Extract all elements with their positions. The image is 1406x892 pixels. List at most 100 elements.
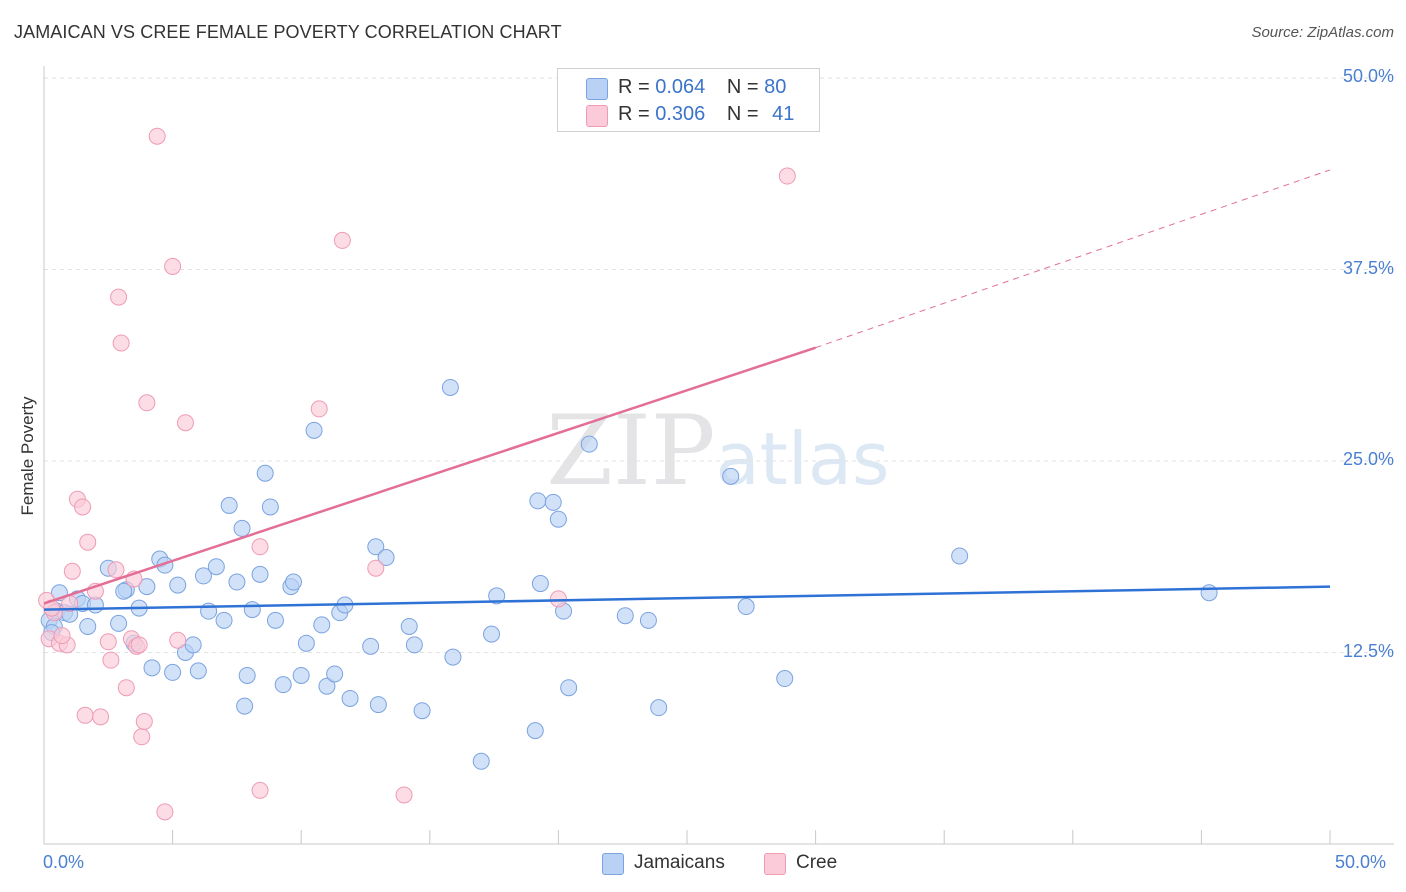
- legend-swatch-jamaicans: [586, 78, 608, 100]
- legend-r-value-jamaicans: 0.064: [655, 76, 706, 98]
- point-cree: [169, 631, 187, 649]
- point-jamaicans: [261, 498, 279, 516]
- point-jamaicans: [297, 634, 315, 652]
- point-jamaicans: [228, 573, 246, 591]
- point-cree: [79, 533, 97, 551]
- point-jamaicans: [115, 582, 133, 600]
- bottom-legend-label-jamaicans: Jamaicans: [634, 852, 725, 873]
- legend-n-value-jamaicans: 80: [764, 76, 787, 98]
- point-jamaicans: [1200, 584, 1218, 602]
- bottom-legend-cree: Cree: [764, 852, 838, 875]
- legend-row-cree: R = 0.306 N = 41: [586, 103, 795, 127]
- bottom-legend-jamaicans: Jamaicans: [602, 852, 725, 875]
- point-jamaicans: [549, 510, 567, 528]
- point-jamaicans: [184, 636, 202, 654]
- point-jamaicans: [233, 519, 251, 537]
- x-tick-label-min: 0.0%: [43, 852, 85, 872]
- point-jamaicans: [313, 616, 331, 634]
- point-jamaicans: [284, 573, 302, 591]
- legend-r-label: R =: [618, 103, 650, 125]
- point-jamaicans: [110, 614, 128, 632]
- point-cree: [251, 781, 269, 799]
- point-cree: [549, 590, 567, 608]
- point-jamaicans: [405, 636, 423, 654]
- point-jamaicans: [207, 558, 225, 576]
- point-cree: [130, 636, 148, 654]
- point-cree: [63, 562, 81, 580]
- bottom-legend-swatch-cree: [764, 853, 786, 875]
- point-cree: [164, 257, 182, 275]
- legend-r-label: R =: [618, 76, 650, 98]
- point-cree: [367, 559, 385, 577]
- point-jamaicans: [138, 578, 156, 596]
- y-tick-label: 12.5%: [1342, 640, 1394, 661]
- point-jamaicans: [776, 670, 794, 688]
- point-cree: [395, 786, 413, 804]
- point-jamaicans: [215, 611, 233, 629]
- correlation-legend: R = 0.064 N = 80 R = 0.306 N = 41: [557, 68, 820, 132]
- point-jamaicans: [243, 601, 261, 619]
- legend-swatch-cree: [586, 105, 608, 127]
- trendline-cree: [43, 346, 816, 605]
- y-tick-label: 50.0%: [1342, 66, 1394, 86]
- point-jamaicans: [318, 677, 336, 695]
- legend-n-value-cree: 41: [772, 103, 795, 125]
- point-jamaicans: [189, 662, 207, 680]
- point-jamaicans: [369, 696, 387, 714]
- point-cree: [53, 627, 71, 645]
- point-jamaicans: [529, 492, 547, 510]
- legend-n-label: N =: [726, 103, 759, 125]
- source-label: Source: ZipAtlas.com: [1251, 24, 1394, 41]
- point-jamaicans: [377, 549, 395, 567]
- point-cree: [74, 498, 92, 516]
- chart-title: JAMAICAN VS CREE FEMALE POVERTY CORRELAT…: [14, 22, 562, 42]
- legend-row-jamaicans: R = 0.064 N = 80: [586, 76, 787, 100]
- point-jamaicans: [526, 722, 544, 740]
- point-jamaicans: [444, 648, 462, 666]
- point-cree: [92, 708, 110, 726]
- point-cree: [310, 400, 328, 418]
- bottom-legend-swatch-jamaicans: [602, 853, 624, 875]
- point-cree: [156, 803, 174, 821]
- point-jamaicans: [238, 666, 256, 684]
- point-jamaicans: [580, 435, 598, 453]
- point-jamaicans: [236, 697, 254, 715]
- point-jamaicans: [650, 699, 668, 717]
- point-cree: [107, 561, 125, 579]
- point-jamaicans: [737, 598, 755, 616]
- point-cree: [76, 706, 94, 724]
- point-cree: [148, 127, 166, 145]
- point-jamaicans: [472, 752, 490, 770]
- point-jamaicans: [367, 538, 385, 556]
- point-cree: [333, 231, 351, 249]
- point-jamaicans: [488, 587, 506, 605]
- y-tick-label: 37.5%: [1342, 257, 1394, 278]
- point-jamaicans: [483, 625, 501, 643]
- point-jamaicans: [220, 496, 238, 514]
- point-jamaicans: [169, 576, 187, 594]
- point-jamaicans: [560, 679, 578, 697]
- point-jamaicans: [194, 567, 212, 585]
- legend-r-value-cree: 0.306: [655, 103, 706, 125]
- point-jamaicans: [441, 378, 459, 396]
- watermark: ZIPatlas: [546, 395, 889, 507]
- point-jamaicans: [305, 421, 323, 439]
- point-cree: [102, 651, 120, 669]
- point-jamaicans: [326, 665, 344, 683]
- trendline-jamaicans: [43, 585, 1331, 611]
- trendline-cree-extension: [815, 169, 1331, 349]
- legend-n-label: N =: [726, 76, 759, 98]
- point-jamaicans: [362, 637, 380, 655]
- point-cree: [112, 334, 130, 352]
- point-jamaicans: [616, 607, 634, 625]
- point-jamaicans: [79, 617, 97, 635]
- point-jamaicans: [951, 547, 969, 565]
- point-cree: [135, 712, 153, 730]
- point-jamaicans: [413, 702, 431, 720]
- point-jamaicans: [341, 689, 359, 707]
- point-cree: [778, 167, 796, 185]
- point-jamaicans: [143, 659, 161, 677]
- point-jamaicans: [266, 611, 284, 629]
- bottom-legend-label-cree: Cree: [796, 852, 838, 873]
- point-jamaicans: [639, 611, 657, 629]
